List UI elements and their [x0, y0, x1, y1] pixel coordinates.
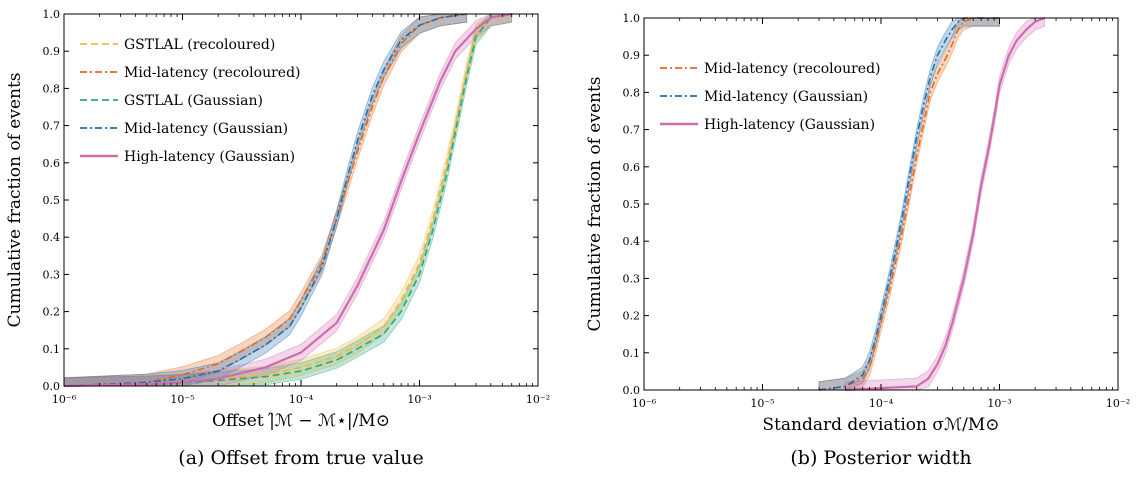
y-tick-label: 1.0	[43, 8, 61, 21]
y-tick-label: 0.2	[43, 306, 61, 319]
panel-caption: (a) Offset from true value	[178, 447, 423, 469]
panel-caption: (b) Posterior width	[790, 447, 971, 469]
legend-label: Mid-latency (recoloured)	[704, 61, 881, 77]
series-band-1	[63, 13, 468, 387]
y-tick-label: 0.5	[623, 198, 641, 211]
y-tick-label: 0.6	[43, 157, 61, 170]
y-tick-label: 0.1	[623, 347, 641, 360]
series-line-1	[63, 13, 467, 387]
y-tick-label: 0.9	[623, 49, 641, 62]
series-band-4	[63, 13, 513, 387]
chart-panel-1: 0.0 0.1 0.2 0.3 0.4 0.5 0.6 0.7 0.8 0.9 1.0 10⁻⁶ 10⁻…	[585, 12, 1130, 469]
y-tick-label: 1.0	[623, 12, 641, 25]
legend-label: Mid-latency (recoloured)	[124, 65, 301, 81]
y-tick-label: 0.9	[43, 45, 61, 58]
x-tick-label: 10⁻⁶	[632, 397, 657, 410]
legend: Mid-latency (recoloured) Mid-latency (Gau…	[660, 61, 881, 133]
y-tick-label: 0.7	[623, 124, 641, 137]
x-tick-label: 10⁻⁵	[750, 397, 774, 410]
legend-label: GSTLAL (Gaussian)	[124, 93, 263, 109]
y-tick-label: 0.8	[623, 86, 641, 99]
x-tick-label: 10⁻⁴	[289, 393, 314, 406]
y-tick-label: 0.3	[623, 272, 641, 285]
series-line-2	[63, 13, 512, 387]
chart-panel-0: 0.0 0.1 0.2 0.3 0.4 0.5 0.6 0.7 0.8 0.9 1.0 10⁻⁶ 10⁻…	[5, 8, 550, 469]
series-band-0	[818, 17, 1000, 391]
series-line-1	[818, 17, 1000, 391]
y-tick-label: 0.0	[623, 384, 641, 397]
legend: GSTLAL (recoloured) Mid-latency (recolour…	[80, 37, 301, 165]
legend-label: High-latency (Gaussian)	[124, 149, 295, 165]
y-tick-label: 0.4	[623, 235, 641, 248]
x-tick-label: 10⁻²	[526, 393, 550, 406]
series-band-2	[63, 13, 513, 387]
x-tick-label: 10⁻⁵	[170, 393, 194, 406]
y-tick-label: 0.1	[43, 343, 61, 356]
y-tick-label: 0.5	[43, 194, 61, 207]
legend-label: High-latency (Gaussian)	[704, 117, 875, 133]
y-axis-label: Cumulative fraction of events	[585, 76, 605, 331]
x-axis-label: Standard deviation σℳ/M⊙	[762, 415, 999, 435]
y-tick-label: 0.8	[43, 82, 61, 95]
y-tick-label: 0.6	[623, 161, 641, 174]
x-tick-label: 10⁻⁶	[52, 393, 77, 406]
y-tick-label: 0.4	[43, 231, 61, 244]
series-band-0	[63, 13, 513, 387]
series-band-1	[818, 17, 1000, 391]
legend-label: Mid-latency (Gaussian)	[704, 89, 868, 105]
series-line-2	[845, 16, 1046, 392]
series-line-3	[63, 13, 467, 387]
x-tick-label: 10⁻³	[987, 397, 1011, 410]
y-tick-label: 0.2	[623, 310, 641, 323]
series-line-4	[63, 12, 512, 388]
y-axis-label: Cumulative fraction of events	[5, 72, 25, 327]
y-tick-label: 0.7	[43, 120, 61, 133]
y-tick-label: 0.3	[43, 268, 61, 281]
x-axis-label: Offset |̂ℳ − ℳ⋆|/M⊙	[212, 411, 390, 431]
legend-label: GSTLAL (recoloured)	[124, 37, 275, 53]
legend-label: Mid-latency (Gaussian)	[124, 121, 288, 137]
series-line-0	[818, 17, 1000, 391]
x-tick-label: 10⁻³	[407, 393, 431, 406]
x-tick-label: 10⁻²	[1106, 397, 1130, 410]
x-tick-label: 10⁻⁴	[869, 397, 894, 410]
y-tick-label: 0.0	[43, 380, 61, 393]
